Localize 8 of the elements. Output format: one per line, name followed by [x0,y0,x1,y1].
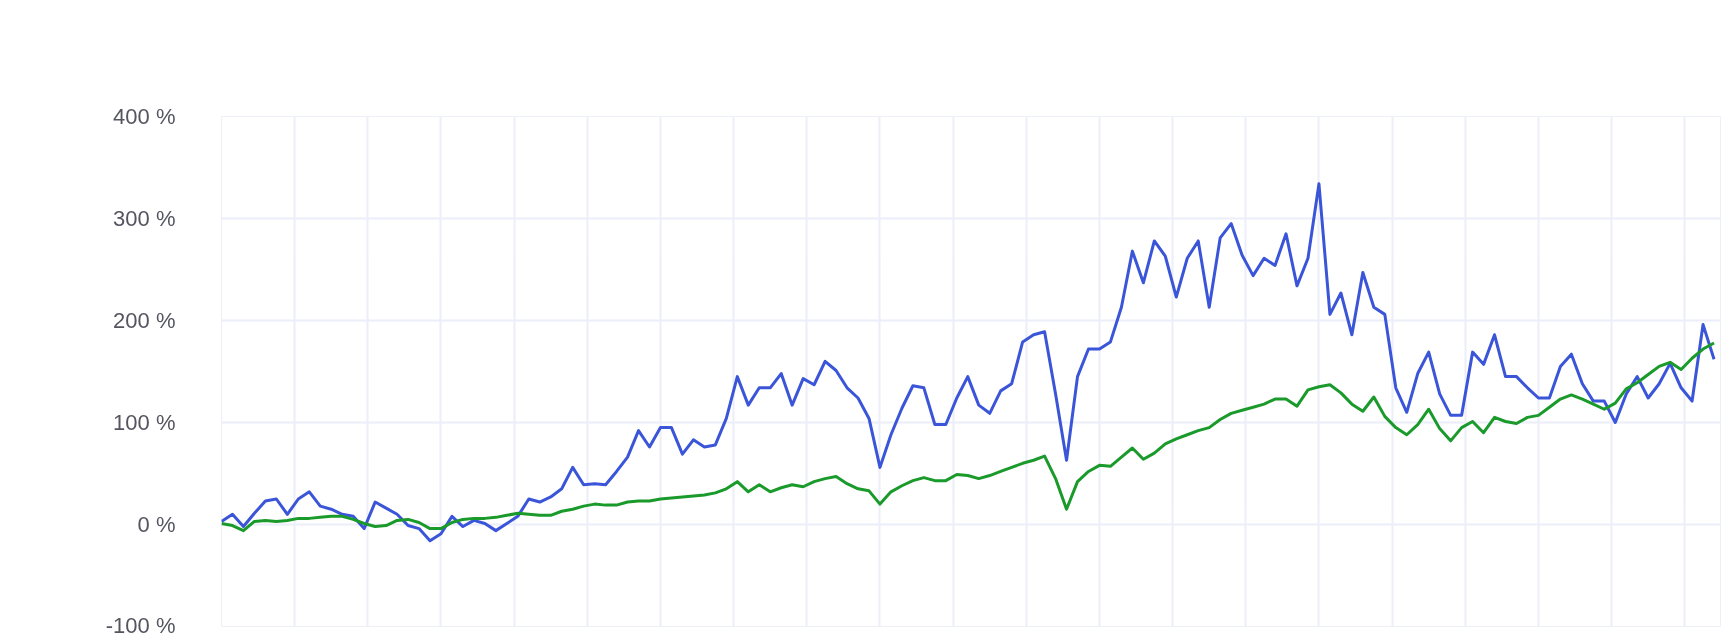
y-tick-label: 200 % [113,308,176,333]
y-tick-label: 400 % [113,104,176,129]
line-series [221,182,1716,543]
y-tick-label: 100 % [113,410,176,435]
y-tick-label: -100 % [105,612,176,637]
y-tick-label: 0 % [137,512,176,537]
line-series [221,341,1716,533]
y-tick-label: 300 % [113,206,176,231]
